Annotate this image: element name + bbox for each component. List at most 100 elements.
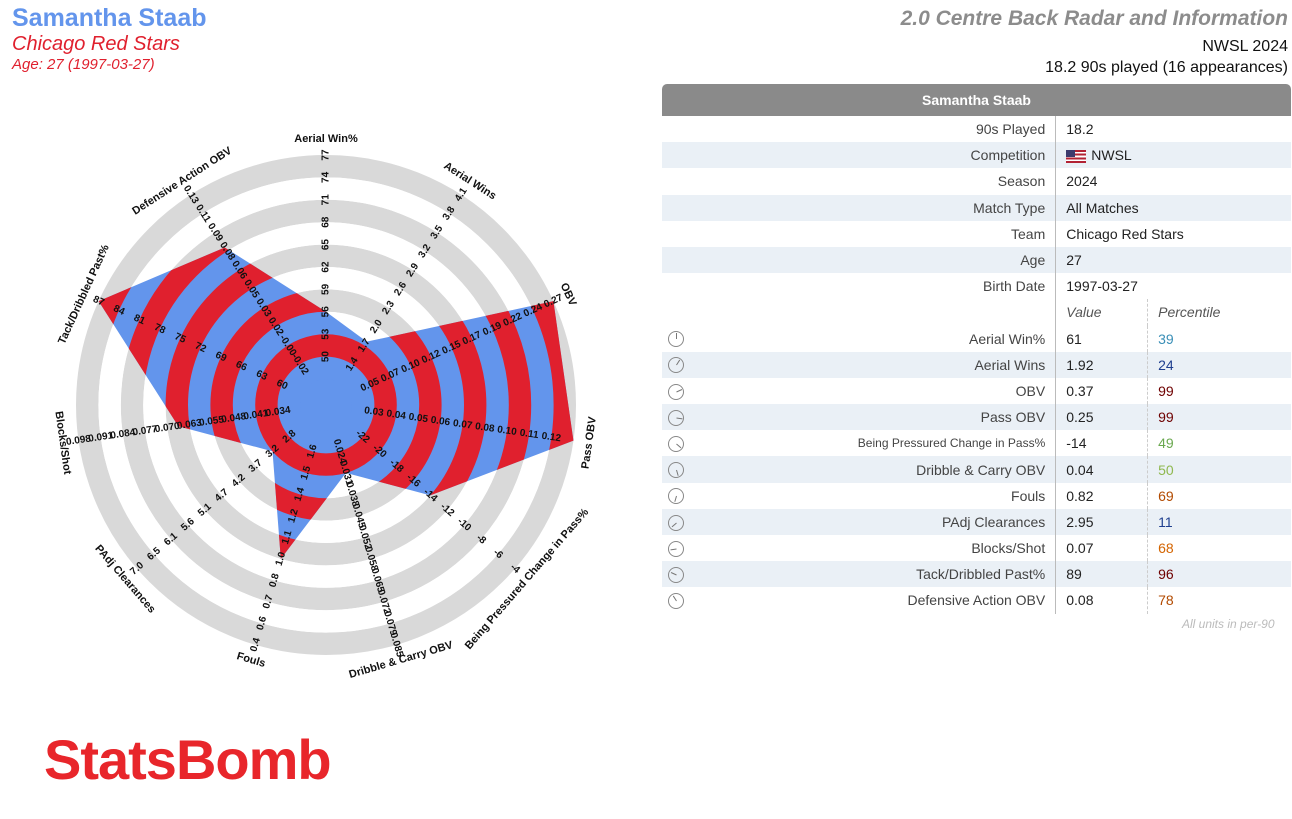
stat-value: 0.82 [1066,487,1094,504]
radar-tick-label: 65 [321,239,332,251]
stat-label: PAdj Clearances [693,508,1057,535]
age-line: Age: 27 (1997-03-27) [12,56,155,73]
radar-axis-label: Aerial Win% [294,133,358,145]
stat-label: Aerial Win% [693,325,1057,352]
info-row-value-text: All Matches [1066,199,1139,216]
radar-tick-label: 0.06 [430,415,451,429]
us-flag-icon [1066,150,1087,164]
radar-tick-label: 84 [112,303,127,318]
stat-percentile: 68 [1147,535,1291,562]
radar-tick-label: 62 [321,261,332,273]
stat-value: 0.04 [1066,461,1094,478]
info-row-label: Match Type [662,194,1057,221]
col-percentile-header: Percentile [1147,299,1291,326]
radar-tick-label: 74 [321,171,332,183]
info-row-value: 2024 [1056,168,1291,194]
competition-line: NWSL 2024 [1202,38,1288,55]
dial-icon [668,514,684,531]
played-line: 18.2 90s played (16 appearances) [1045,59,1288,76]
statsbomb-logo: StatsBomb [44,728,332,791]
units-note: All units in per-90 [1182,617,1275,631]
radar-tick-label: 0.12 [541,431,562,445]
stat-percentile: 69 [1147,482,1291,509]
radar-tick-label: 1.1 [280,529,295,546]
stat-value: 1.92 [1066,356,1094,373]
stat-icon-cell [662,535,693,561]
radar-fill-band [255,334,397,476]
radar-tick-label: 0.03 [363,405,384,419]
stat-label: Being Pressured Change in Pass% [693,430,1057,457]
info-row: Season 2024 [662,168,1291,195]
dial-icon [668,566,684,583]
radar-tick-label: 1.4 [293,486,308,503]
radar-tick-label: 69 [213,350,228,365]
radar-axis-label: Fouls [235,650,267,670]
radar-axis-label: Pass OBV [580,415,599,469]
dial-icon [668,593,684,610]
radar-tick-label: 0.055 [198,414,225,429]
radar-tick-label: 78 [152,322,167,337]
radar-tick-label: 77 [321,149,332,161]
radar-tick-label: 0.8 [267,572,282,589]
info-row-value-text: 1997-03-27 [1066,278,1138,295]
stat-value: 0.07 [1066,540,1094,557]
team-name: Chicago Red Stars [12,33,180,55]
stat-row: Being Pressured Change in Pass% -14 49 [662,430,1291,457]
radar-tick-label: 0.091 [88,430,115,445]
radar-tick-label: 53 [321,328,332,340]
stat-icon-cell [662,587,693,613]
stat-value: -14 [1066,435,1087,452]
radar-tick-label: 0.098 [65,433,92,448]
radar-tick-label: 87 [91,294,106,309]
radar-tick-label: 0.041 [243,408,270,423]
stat-label: OBV [693,377,1057,405]
player-header: Samantha Staab Chicago Red Stars Age: 27… [12,4,207,74]
dial-icon [668,383,684,400]
radar-tick-label: 0.08 [474,421,495,435]
radar-tick-label: 0.05 [408,412,429,426]
stat-label: Blocks/Shot [693,535,1057,562]
stat-percentile: 11 [1147,508,1291,535]
radar-tick-label: 1.5 [299,464,314,481]
stat-value: 61 [1066,330,1082,347]
radar-tick-label: 63 [254,368,269,383]
stat-row: OBV 0.37 99 [662,377,1291,405]
stat-label: Pass OBV [693,404,1057,431]
dial-icon [668,357,684,374]
stat-percentile: 96 [1147,561,1291,588]
dial-icon [668,331,684,348]
radar-tick-label: 59 [321,283,332,295]
stat-label: Dribble & Carry OBV [693,456,1057,483]
radar-tick-label: 75 [173,331,188,346]
stat-rows: Aerial Win% 61 39 Aerial Wins 1.92 24 OBV 0.37 9… [662,325,1291,614]
info-row-value-text: 2024 [1066,173,1098,190]
dial-icon [668,488,684,505]
radar-tick-label: 0.077 [132,424,159,439]
radar-tick-label: 50 [321,351,332,363]
info-row: Birth Date 1997-03-27 [662,273,1291,300]
radar-tick-label: 66 [234,359,249,374]
info-row-value: 27 [1056,247,1291,273]
info-row: Competition NWSL [662,142,1291,169]
stat-value: 0.37 [1066,382,1094,399]
info-row-label: 90s Played [662,116,1057,143]
stat-row: Aerial Wins 1.92 24 [662,351,1291,378]
info-header-spacer [662,299,1057,326]
stat-icon-cell [662,456,693,482]
info-rows: 90s Played 18.2 Competition NWSL Season 2024 M… [662,116,1291,300]
radar-tick-label: 1.0 [274,550,289,567]
radar-tick-label: 56 [321,306,332,318]
radar-tick-label: 0.7 [261,593,276,610]
stat-row: Fouls 0.82 69 [662,482,1291,509]
info-title: Samantha Staab [662,84,1291,116]
info-row: Team Chicago Red Stars [662,220,1291,247]
stat-icon-cell [662,509,693,535]
info-row-value-text: 18.2 [1066,121,1094,138]
stat-row: Aerial Win% 61 39 [662,325,1291,352]
radar-tick-label: 0.04 [386,408,407,422]
dial-icon [668,409,684,426]
stat-value: 89 [1066,566,1082,583]
stat-percentile: 49 [1147,430,1291,457]
report-title: 2.0 Centre Back Radar and Information [900,7,1288,30]
